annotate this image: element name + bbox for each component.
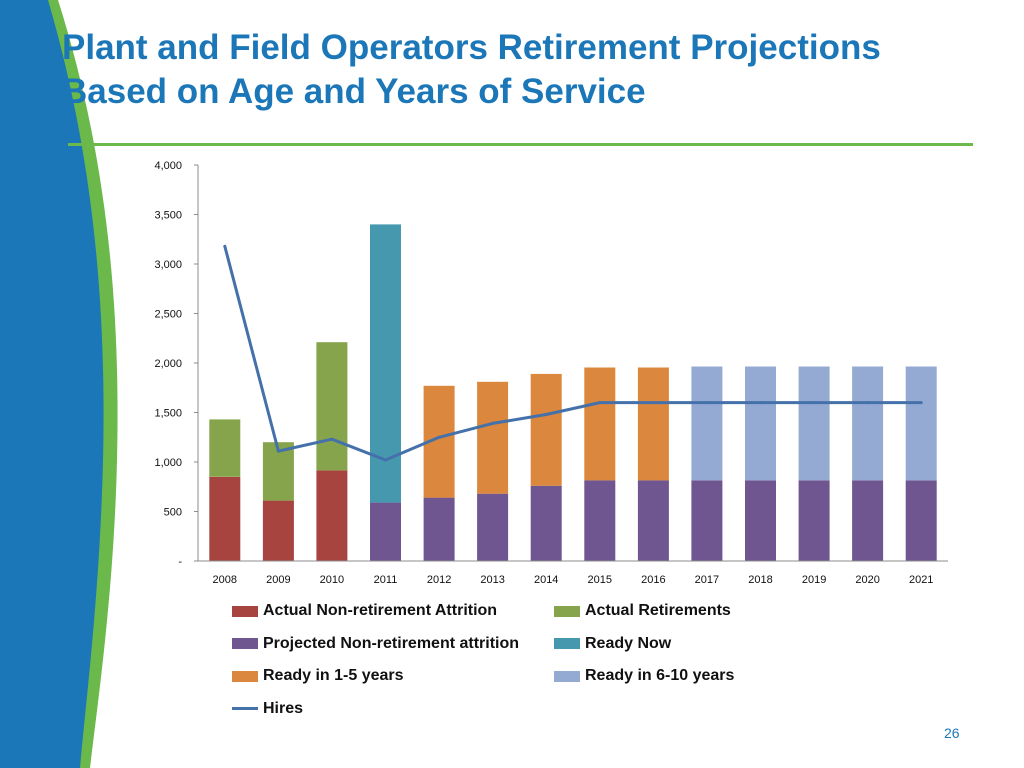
hires-point-2019 bbox=[812, 401, 816, 405]
title-divider bbox=[68, 143, 973, 146]
y-tick-label: 1,000 bbox=[154, 457, 182, 469]
bar-ready-in-6-10-years-2019 bbox=[798, 366, 830, 481]
hires-point-2011 bbox=[384, 458, 387, 462]
bar-ready-in-6-10-years-2017 bbox=[691, 366, 723, 481]
legend-item-ready-in-6-10-years: Ready in 6-10 years bbox=[554, 667, 734, 685]
bar-actual-retirements-2008 bbox=[209, 419, 241, 477]
slide-title-line-1: Plant and Field Operators Retirement Pro… bbox=[62, 28, 881, 67]
axis-layer: - 500 1,000 1,500 2,000 2,500 3,000 3,500 4,000 2… bbox=[154, 160, 948, 586]
bar-projected-non-retirement-attrition-2012 bbox=[423, 497, 455, 561]
legend-item-actual-retirements: Actual Retirements bbox=[554, 602, 731, 620]
y-tick-label: 4,000 bbox=[154, 160, 182, 172]
bar-ready-in-6-10-years-2018 bbox=[745, 366, 776, 481]
page-number: 26 bbox=[944, 725, 960, 741]
hires-line-layer bbox=[223, 244, 923, 462]
hires-point-2012 bbox=[437, 435, 441, 439]
x-tick-label: 2010 bbox=[320, 574, 344, 586]
bar-projected-non-retirement-attrition-2015 bbox=[584, 480, 616, 561]
bar-projected-non-retirement-attrition-2019 bbox=[798, 480, 830, 561]
x-tick-label: 2020 bbox=[855, 574, 879, 586]
retirement-projection-chart: - 500 1,000 1,500 2,000 2,500 3,000 3,500 4,000 2… bbox=[154, 160, 948, 586]
bar-ready-in-1-5-years-2015 bbox=[584, 367, 616, 481]
legend-swatch bbox=[232, 707, 258, 710]
hires-point-2014 bbox=[544, 413, 548, 416]
x-tick-label: 2013 bbox=[480, 574, 504, 586]
x-tick-label: 2021 bbox=[909, 574, 933, 586]
side-blue-band bbox=[0, 0, 104, 768]
hires-point-2010 bbox=[330, 437, 334, 441]
y-tick-label: - bbox=[178, 556, 182, 568]
x-tick-label: 2014 bbox=[534, 574, 558, 586]
y-tick-label: 3,500 bbox=[154, 210, 182, 222]
legend-swatch bbox=[232, 670, 258, 682]
legend-label: Hires bbox=[263, 699, 304, 717]
bar-actual-non-retirement-attrition-2008 bbox=[209, 476, 241, 561]
x-tick-label: 2015 bbox=[588, 574, 612, 586]
y-tick-label: 2,000 bbox=[154, 358, 182, 370]
legend-label: Ready in 6-10 years bbox=[585, 667, 735, 684]
legend-label: Actual Retirements bbox=[585, 602, 731, 619]
bar-ready-in-6-10-years-2021 bbox=[905, 366, 937, 481]
legend-label: Projected Non-retirement attrition bbox=[263, 634, 520, 652]
side-decoration bbox=[0, 0, 118, 768]
legend-label: Ready in 1-5 years bbox=[263, 667, 404, 684]
bar-ready-in-6-10-years-2020 bbox=[852, 366, 884, 481]
hires-point-2008 bbox=[223, 244, 227, 248]
legend-item-hires: Hires bbox=[232, 700, 303, 718]
hires-point-2015 bbox=[598, 401, 602, 405]
bar-projected-non-retirement-attrition-2018 bbox=[745, 480, 776, 561]
hires-line bbox=[223, 245, 922, 462]
x-tick-label: 2009 bbox=[266, 574, 290, 586]
legend-swatch bbox=[232, 605, 258, 617]
legend-item-projected-non-retirement-attrition: Projected Non-retirement attrition bbox=[232, 635, 519, 653]
bar-ready-in-1-5-years-2016 bbox=[637, 367, 669, 481]
y-tick-label: 1,500 bbox=[154, 408, 182, 420]
x-tick-label: 2017 bbox=[695, 574, 719, 586]
legend-swatch bbox=[554, 638, 580, 649]
legend-swatch bbox=[232, 638, 258, 649]
bar-projected-non-retirement-attrition-2014 bbox=[530, 485, 562, 561]
y-tick-label: 500 bbox=[164, 507, 182, 519]
x-tick-label: 2016 bbox=[641, 574, 665, 586]
x-tick-label: 2012 bbox=[427, 574, 451, 586]
bar-actual-retirements-2010 bbox=[316, 342, 348, 471]
legend-label: Actual Non-retirement Attrition bbox=[263, 602, 498, 619]
hires-point-2016 bbox=[651, 401, 655, 405]
y-tick-label: 2,500 bbox=[154, 309, 182, 321]
bar-ready-in-1-5-years-2013 bbox=[477, 381, 509, 494]
y-tick-label: 3,000 bbox=[154, 259, 182, 271]
x-tick-label: 2018 bbox=[748, 574, 772, 586]
legend-swatch bbox=[554, 670, 580, 682]
x-tick-label: 2019 bbox=[802, 574, 826, 586]
bar-projected-non-retirement-attrition-2021 bbox=[905, 480, 937, 561]
hires-point-2009 bbox=[276, 449, 280, 453]
legend-item-ready-in-1-5-years: Ready in 1-5 years bbox=[232, 667, 404, 685]
slide-title-line-2: Based on Age and Years of Service bbox=[62, 72, 646, 111]
x-tick-label: 2008 bbox=[213, 574, 237, 586]
hires-point-2013 bbox=[491, 421, 495, 425]
hires-point-2017 bbox=[705, 401, 709, 405]
bar-projected-non-retirement-attrition-2020 bbox=[852, 480, 884, 561]
hires-point-2020 bbox=[866, 401, 870, 405]
legend-label: Ready Now bbox=[585, 634, 672, 652]
x-tick-label: 2011 bbox=[374, 574, 398, 586]
hires-point-2021 bbox=[919, 401, 923, 405]
bar-layer bbox=[209, 224, 937, 561]
legend-item-ready-now: Ready Now bbox=[554, 635, 671, 653]
bar-projected-non-retirement-attrition-2011 bbox=[370, 502, 401, 561]
bar-ready-in-1-5-years-2014 bbox=[530, 373, 562, 486]
bar-actual-non-retirement-attrition-2010 bbox=[316, 470, 348, 561]
legend-item-actual-non-retirement-attrition: Actual Non-retirement Attrition bbox=[232, 602, 497, 620]
bar-projected-non-retirement-attrition-2017 bbox=[691, 480, 723, 561]
bar-actual-non-retirement-attrition-2009 bbox=[262, 500, 294, 561]
slide-title: Plant and Field Operators Retirement Pro… bbox=[62, 26, 1012, 114]
hires-point-2018 bbox=[759, 401, 762, 405]
bar-projected-non-retirement-attrition-2016 bbox=[637, 480, 669, 561]
legend-swatch bbox=[554, 605, 580, 617]
bar-projected-non-retirement-attrition-2013 bbox=[477, 493, 509, 561]
